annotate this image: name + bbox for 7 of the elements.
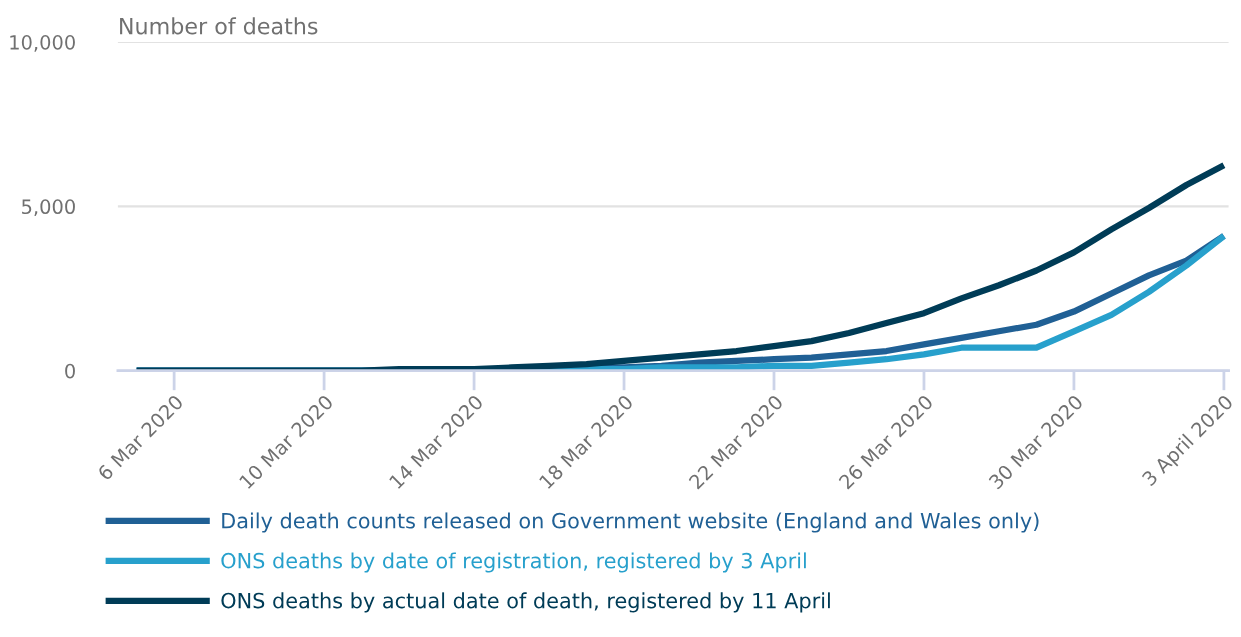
text: ONS deaths by date of registration, registered by 3 April [221,552,806,573]
text: Daily death counts released on Government website (England and Wales only) [222,512,1039,533]
y-axis-title: Number of deaths [120,17,318,35]
y-tick-label: 10,000 [10,35,75,52]
text: ONS deaths by actual date of death, registered by 11 April [221,592,830,613]
y-tick-label: 5,000 [22,199,75,217]
y-tick-label: 0 [65,363,75,379]
